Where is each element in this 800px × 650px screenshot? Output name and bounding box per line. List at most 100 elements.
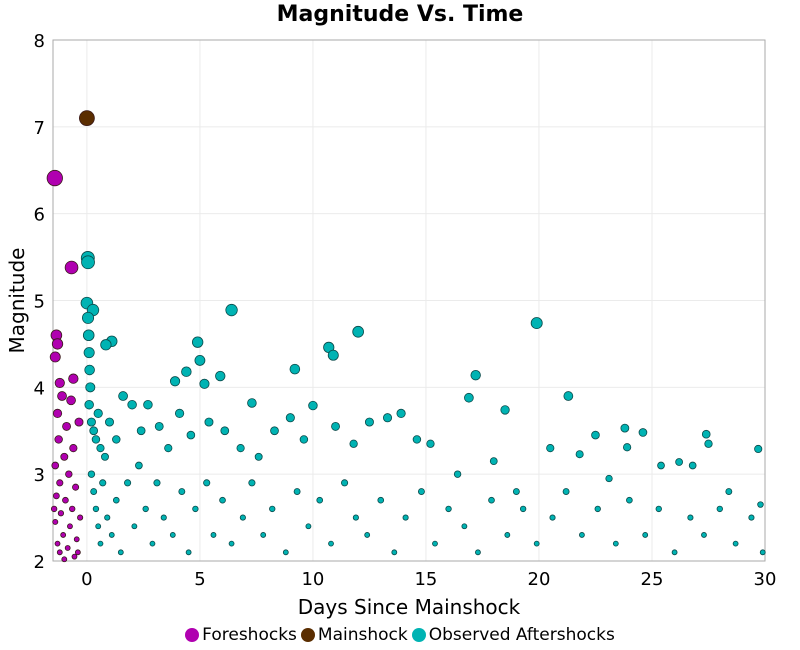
aftershock-point	[203, 479, 211, 487]
aftershock-point	[108, 532, 115, 538]
aftershock-point	[236, 444, 245, 453]
aftershock-point	[293, 488, 301, 495]
aftershock-point	[84, 364, 95, 376]
aftershock-point	[143, 399, 153, 410]
y-tick-label: 6	[34, 205, 45, 226]
aftershock-point	[500, 405, 510, 415]
aftershock-point	[93, 408, 103, 418]
aftershock-point	[192, 505, 199, 513]
legend-item-foreshocks[interactable]: Foreshocks	[185, 625, 297, 645]
y-tick-label: 2	[34, 552, 45, 573]
aftershock-point	[533, 540, 540, 547]
aftershock-point	[96, 444, 105, 453]
aftershock-point	[105, 417, 114, 427]
aftershock-point	[84, 399, 94, 410]
aftershock-point	[402, 514, 409, 521]
foreshock-point	[65, 470, 73, 478]
aftershock-point	[725, 488, 733, 495]
foreshock-point	[64, 545, 71, 551]
plot-frame	[52, 39, 766, 562]
foreshock-point	[51, 338, 64, 350]
aftershock-point	[453, 470, 462, 478]
foreshock-point	[62, 421, 71, 431]
aftershock-point	[118, 391, 128, 401]
foreshock-point	[61, 556, 68, 563]
aftershock-point	[174, 408, 185, 418]
aftershock-point	[169, 532, 176, 538]
aftershock-point	[149, 540, 156, 547]
aftershock-point	[716, 505, 723, 513]
x-tick-label: 30	[754, 569, 777, 590]
aftershock-point	[417, 488, 425, 495]
aftershock-point	[620, 423, 630, 433]
x-tick-label: 10	[301, 569, 324, 590]
aftershock-point	[331, 421, 340, 431]
aftershock-point	[655, 505, 662, 513]
aftershock-point	[675, 458, 683, 466]
aftershock-point	[92, 505, 100, 513]
foreshock-point	[57, 391, 67, 401]
aftershock-point	[219, 496, 226, 504]
aftershock-point	[90, 488, 98, 495]
foreshock-point	[60, 452, 69, 461]
aftershock-point	[748, 514, 755, 521]
legend-item-mainshock[interactable]: Mainshock	[300, 625, 408, 645]
foreshock-point	[67, 523, 73, 530]
x-tick-label: 20	[528, 569, 551, 590]
aftershock-point	[185, 549, 192, 556]
aftershock-point	[210, 532, 217, 538]
aftershock-point	[308, 400, 318, 411]
aftershock-point	[642, 532, 649, 538]
legend-item-aftershocks[interactable]: Observed Aftershocks	[411, 625, 615, 645]
aftershock-point	[562, 488, 570, 495]
aftershock-point	[328, 540, 334, 547]
aftershock-point	[612, 540, 619, 547]
aftershock-point	[512, 488, 520, 495]
aftershock-point	[575, 450, 584, 459]
aftershock-point	[352, 325, 364, 338]
aftershock-point	[83, 347, 95, 359]
aftershock-point	[754, 444, 763, 454]
aftershock-point	[81, 255, 95, 270]
foreshock-point	[77, 514, 84, 521]
foreshock-point	[69, 444, 78, 453]
aftershock-point	[475, 549, 481, 556]
aftershock-point	[489, 457, 498, 466]
y-tick-label: 3	[34, 465, 45, 486]
aftershock-point	[160, 514, 167, 521]
aftershock-point	[86, 417, 96, 427]
aftershock-point	[164, 444, 173, 453]
aftershock-point	[270, 426, 279, 436]
aftershock-point	[178, 488, 186, 495]
foreshock-point	[62, 496, 69, 504]
foreshock-point	[46, 169, 63, 187]
aftershock-point	[153, 479, 161, 487]
aftershock-point	[199, 378, 210, 389]
aftershock-point	[260, 532, 267, 538]
x-tick-label: 15	[414, 569, 437, 590]
foreshock-point	[66, 395, 76, 406]
aftershock-point	[605, 474, 613, 483]
legend-label: Foreshocks	[202, 625, 297, 645]
aftershock-point	[204, 417, 214, 427]
foreshock-point	[54, 540, 61, 547]
aftershock-point	[135, 461, 143, 470]
aftershock-point	[299, 435, 309, 444]
legend-label: Mainshock	[317, 625, 408, 645]
aftershock-point	[530, 317, 543, 330]
aftershock-point	[563, 391, 574, 401]
aftershock-point	[181, 366, 192, 377]
y-tick-label: 4	[34, 378, 45, 399]
foreshock-marker-icon	[185, 628, 200, 642]
aftershock-point	[671, 549, 678, 556]
foreshock-point	[73, 536, 80, 543]
aftershock-point	[89, 426, 99, 436]
foreshock-point	[52, 518, 59, 525]
y-tick-label: 7	[34, 118, 45, 139]
foreshock-point	[68, 373, 79, 384]
foreshock-point	[56, 549, 63, 556]
aftershock-point	[282, 549, 289, 556]
aftershock-point	[701, 429, 711, 439]
aftershock-point	[461, 523, 468, 530]
aftershock-point	[136, 426, 146, 436]
